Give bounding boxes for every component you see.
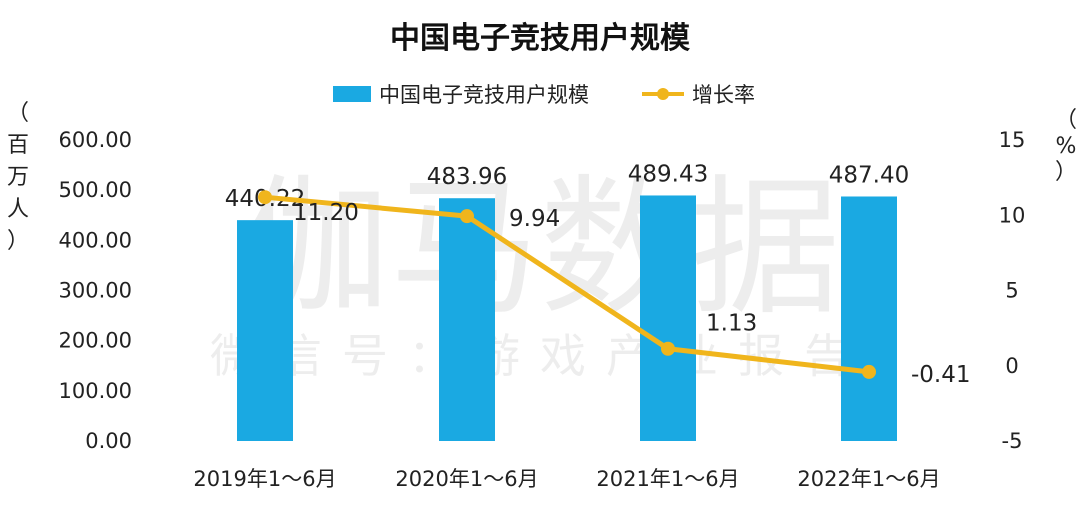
y-left-tick-label: 600.00 [59, 128, 132, 152]
legend-bar-label: 中国电子竞技用户规模 [379, 83, 589, 107]
y-axis-right-ticks: -5 0 5 10 15 [999, 128, 1026, 453]
bar-value-label: 489.43 [628, 161, 708, 187]
x-tick-label: 2019年1～6月 [193, 467, 336, 491]
watermark-main: 伽马数据 [240, 162, 840, 336]
line-value-label: -0.41 [911, 362, 971, 388]
line-point [862, 364, 876, 379]
line-point [661, 341, 675, 356]
y-right-tick-label: 5 [1005, 279, 1018, 303]
line-point [258, 190, 272, 205]
legend-line-marker [657, 88, 669, 100]
line-point [460, 209, 474, 224]
growth-rate-line [264, 194, 870, 375]
y-left-tick-label: 0.00 [85, 429, 132, 453]
watermark-sub: 微信号：游戏产业报告 [210, 329, 870, 383]
y-left-tick-label: 200.00 [59, 329, 132, 353]
bar [841, 196, 897, 441]
line-value-label: 9.94 [509, 206, 560, 232]
line-series: 11.20 9.94 1.13 -0.41 [258, 190, 971, 388]
line-value-label: 1.13 [706, 311, 757, 337]
x-axis-ticks: 2019年1～6月 2020年1～6月 2021年1～6月 2022年1～6月 [193, 467, 940, 491]
x-tick-label: 2021年1～6月 [596, 467, 739, 491]
y-axis-left-ticks: 0.00 100.00 200.00 300.00 400.00 500.00 600.00 [59, 128, 132, 453]
y-axis-right-label: （%） [1055, 108, 1077, 185]
legend-line-label: 增长率 [692, 83, 755, 107]
y-right-tick-label: 0 [1005, 354, 1018, 378]
y-right-tick-label: -5 [1002, 429, 1023, 453]
chart-title: 中国电子竞技用户规模 [390, 21, 690, 56]
bar [439, 198, 495, 441]
y-left-tick-label: 500.00 [59, 178, 132, 202]
y-left-tick-label: 100.00 [59, 379, 132, 403]
legend: 中国电子竞技用户规模 增长率 [333, 83, 755, 107]
bar-value-label: 487.40 [829, 162, 909, 188]
legend-bar-swatch [333, 86, 371, 102]
y-left-tick-label: 300.00 [59, 279, 132, 303]
y-left-tick-label: 400.00 [59, 228, 132, 252]
bar [640, 195, 696, 441]
y-right-tick-label: 10 [999, 203, 1026, 227]
bar [237, 220, 293, 441]
line-value-label: 11.20 [293, 200, 359, 226]
x-tick-label: 2020年1～6月 [395, 467, 538, 491]
x-tick-label: 2022年1～6月 [797, 467, 940, 491]
y-right-tick-label: 15 [999, 128, 1026, 152]
y-axis-left-label: （百万人） [7, 101, 29, 254]
bar-value-label: 483.96 [427, 164, 507, 190]
